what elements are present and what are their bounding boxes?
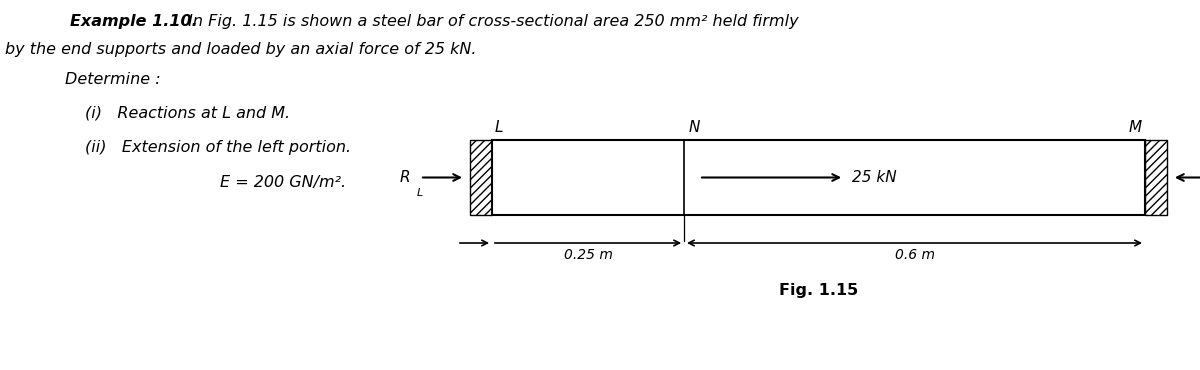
Text: E = 200 GN/m².: E = 200 GN/m². — [220, 175, 346, 190]
Text: (i)   Reactions at L and M.: (i) Reactions at L and M. — [85, 105, 290, 120]
Bar — [470, 140, 492, 215]
Text: Fig. 1.15: Fig. 1.15 — [779, 283, 858, 298]
Text: M: M — [1129, 120, 1142, 135]
Text: by the end supports and loaded by an axial force of 25 kN.: by the end supports and loaded by an axi… — [5, 42, 476, 57]
Text: (ii)   Extension of the left portion.: (ii) Extension of the left portion. — [85, 140, 352, 155]
Bar — [1145, 140, 1166, 215]
Text: 25 kN: 25 kN — [852, 170, 896, 185]
Text: In Fig. 1.15 is shown a steel bar of cross-sectional area 250 mm² held firmly: In Fig. 1.15 is shown a steel bar of cro… — [182, 14, 799, 29]
Text: R: R — [400, 170, 410, 185]
Text: 0.25 m: 0.25 m — [564, 248, 612, 262]
Text: Determine :: Determine : — [65, 72, 161, 87]
Text: Example 1.10.: Example 1.10. — [70, 14, 198, 29]
Text: N: N — [689, 120, 701, 135]
Text: L: L — [496, 120, 504, 135]
Bar — [492, 140, 1145, 215]
Text: 0.6 m: 0.6 m — [894, 248, 935, 262]
Text: L: L — [418, 188, 424, 198]
